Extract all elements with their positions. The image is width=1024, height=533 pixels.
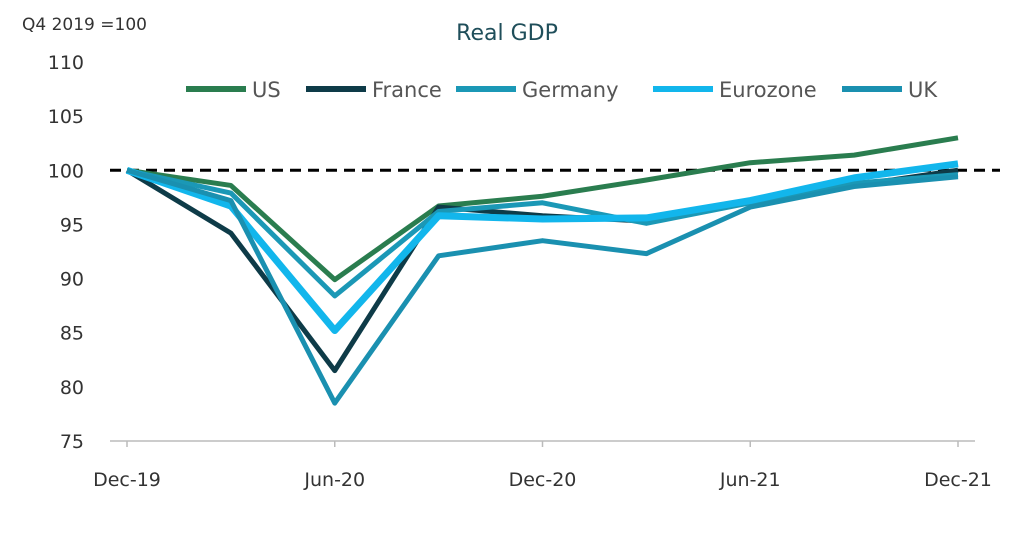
y-axis-label: Q4 2019 =100 [22,15,147,35]
series-line [126,167,959,406]
y-tick-label: 85 [60,323,84,345]
series-line [125,160,959,335]
x-tick-label: Dec-21 [924,469,992,491]
y-tick-label: 95 [60,214,84,236]
legend-label: UK [908,78,938,102]
series-line [126,135,959,283]
y-tick-label: 105 [48,106,84,128]
y-tick-label: 100 [48,160,84,182]
y-tick-label: 90 [60,269,84,291]
chart-title: Real GDP [456,21,558,46]
legend-label: France [372,78,442,102]
legend-label: Germany [522,78,619,102]
legend-label: Eurozone [719,78,817,102]
y-tick-label: 75 [60,431,84,453]
x-tick-label: Dec-20 [509,469,577,491]
y-tick-label: 80 [60,377,84,399]
series-line [126,167,959,299]
legend-label: US [252,78,281,102]
y-tick-label: 110 [48,52,84,74]
x-tick-label: Jun-21 [719,469,781,491]
x-tick-label: Dec-19 [93,469,161,491]
x-tick-label: Jun-20 [303,469,365,491]
